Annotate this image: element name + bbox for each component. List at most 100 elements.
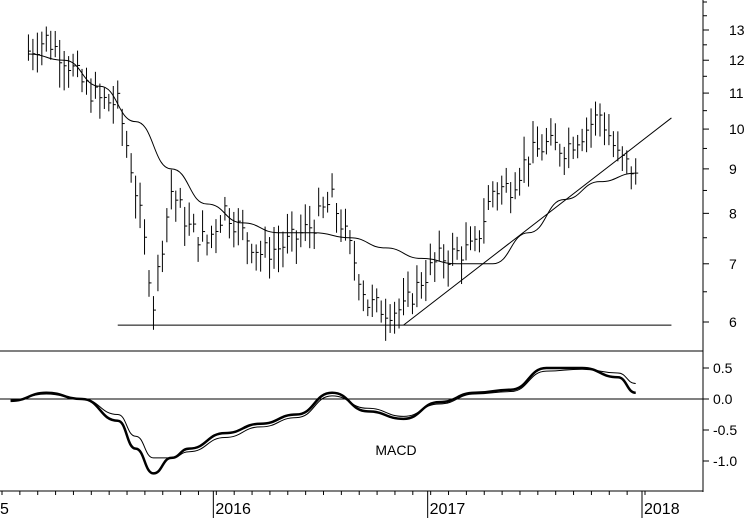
price-lines bbox=[28, 53, 672, 326]
price-axis: 13 12 11 10 9 8 7 6 bbox=[703, 1, 745, 330]
price-bar bbox=[211, 225, 215, 249]
price-bar bbox=[590, 108, 594, 148]
price-bar bbox=[255, 244, 259, 271]
price-bar bbox=[621, 146, 625, 172]
price-bar bbox=[461, 246, 465, 285]
price-bar bbox=[581, 128, 585, 152]
price-bar bbox=[362, 280, 366, 312]
price-bar bbox=[313, 219, 317, 250]
price-bar bbox=[398, 298, 402, 329]
price-bar bbox=[550, 118, 554, 146]
price-bar bbox=[166, 208, 170, 243]
price-bar bbox=[407, 271, 411, 307]
price-bar bbox=[228, 208, 232, 239]
macd-axis: 0.5 0.0 -0.5 -1.0 bbox=[0, 360, 737, 469]
price-bar bbox=[273, 226, 277, 269]
price-tick-label: 10 bbox=[729, 121, 745, 137]
price-bar bbox=[630, 166, 634, 190]
price-bar bbox=[487, 185, 491, 210]
price-bar bbox=[242, 209, 246, 241]
price-bar bbox=[443, 244, 447, 279]
price-bar bbox=[179, 187, 183, 208]
price-bar bbox=[586, 117, 590, 153]
price-bar bbox=[170, 169, 174, 210]
price-bar bbox=[519, 167, 523, 196]
price-bar bbox=[514, 172, 518, 200]
x-axis: 5 2016 2017 2018 bbox=[0, 491, 680, 518]
price-bar bbox=[336, 202, 340, 233]
price-bar bbox=[545, 127, 549, 155]
uptrend-line bbox=[403, 117, 672, 326]
price-bar bbox=[157, 254, 161, 292]
price-bars bbox=[27, 26, 639, 341]
price-tick-label: 11 bbox=[729, 85, 744, 101]
chart-frame bbox=[0, 0, 704, 492]
price-bar bbox=[469, 226, 473, 251]
price-bar bbox=[277, 225, 281, 273]
price-bar bbox=[318, 187, 322, 217]
price-bar bbox=[175, 190, 179, 222]
price-bar bbox=[608, 114, 612, 146]
macd-title: MACD bbox=[375, 442, 416, 458]
price-bar bbox=[532, 121, 536, 164]
price-bar bbox=[612, 131, 616, 158]
price-bar bbox=[291, 211, 295, 252]
price-bar bbox=[452, 232, 456, 266]
price-bar bbox=[501, 175, 505, 205]
price-bar bbox=[206, 234, 210, 256]
price-bar bbox=[139, 182, 143, 229]
price-bar bbox=[380, 300, 384, 323]
macd-panel: 0.5 0.0 -0.5 -1.0 MACD bbox=[0, 360, 737, 475]
price-bar bbox=[135, 175, 139, 219]
price-bar bbox=[251, 243, 255, 264]
price-tick-label: 12 bbox=[729, 52, 745, 68]
price-bar bbox=[233, 211, 237, 248]
price-bar bbox=[202, 210, 206, 242]
price-tick-label: 8 bbox=[729, 205, 737, 221]
price-bar bbox=[237, 208, 241, 246]
price-bar bbox=[269, 237, 273, 279]
price-bar bbox=[554, 123, 558, 151]
price-bar bbox=[184, 206, 188, 246]
price-bar bbox=[349, 230, 353, 255]
x-tick-label: 2017 bbox=[430, 501, 466, 518]
price-bar bbox=[63, 50, 67, 91]
price-bar bbox=[505, 167, 509, 193]
price-bar bbox=[496, 182, 500, 211]
price-bar bbox=[389, 304, 393, 333]
price-bar bbox=[108, 93, 112, 112]
price-bar bbox=[148, 270, 152, 297]
price-bar bbox=[438, 230, 442, 262]
price-bar bbox=[144, 219, 148, 255]
price-bar bbox=[121, 108, 125, 147]
price-bar bbox=[478, 230, 482, 253]
price-bar bbox=[344, 208, 348, 241]
price-bar bbox=[36, 32, 40, 73]
price-bar bbox=[635, 158, 639, 185]
price-bar bbox=[264, 226, 268, 258]
price-bar bbox=[331, 173, 335, 198]
price-bar bbox=[483, 198, 487, 244]
price-bar bbox=[411, 293, 415, 315]
price-bar bbox=[385, 298, 389, 341]
price-tick-label: 6 bbox=[729, 314, 737, 330]
price-bar bbox=[626, 150, 630, 174]
price-panel: 13 12 11 10 9 8 7 6 bbox=[27, 1, 745, 341]
price-bar bbox=[304, 204, 308, 242]
price-bar bbox=[99, 83, 103, 119]
price-bar bbox=[77, 50, 81, 78]
price-bar bbox=[568, 127, 572, 169]
price-bar bbox=[300, 214, 304, 248]
price-bar bbox=[420, 272, 424, 299]
price-bar bbox=[215, 219, 219, 254]
price-bar bbox=[130, 153, 134, 183]
price-bar bbox=[371, 284, 375, 317]
price-tick-label: 9 bbox=[729, 161, 737, 177]
macd-lines bbox=[10, 366, 636, 475]
price-bar bbox=[224, 196, 228, 221]
price-bar bbox=[161, 240, 165, 273]
price-bar bbox=[434, 252, 438, 282]
macd-signal-line bbox=[10, 368, 636, 459]
price-bar bbox=[219, 215, 223, 233]
price-bar bbox=[340, 209, 344, 242]
